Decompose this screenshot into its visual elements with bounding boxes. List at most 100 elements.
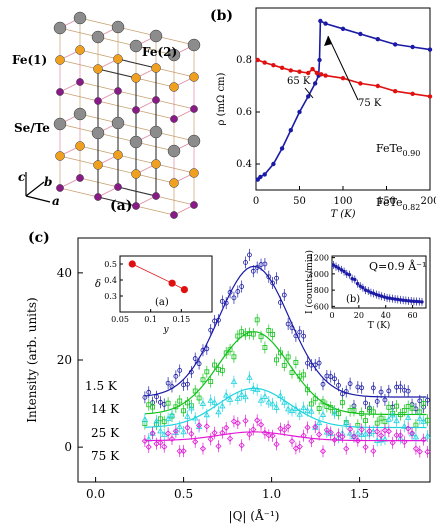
resistivity-chart: 0 50 100 150 200 0.4 0.6 0.8 T (K) ρ (mΩ cm) [216,7,436,220]
x-tick-label: 200 [420,196,436,207]
data-point [164,415,172,422]
data-point [262,60,267,65]
data-point [310,66,315,72]
data-point [340,76,346,81]
data-point [351,408,357,413]
data-point [363,288,368,292]
data-point [184,413,191,419]
data-point [265,432,272,439]
data-point [314,70,320,76]
data-point [350,433,358,440]
data-point [350,277,354,281]
x-tick-label: 0 [329,311,334,320]
data-point [404,298,408,303]
data-point [219,367,225,373]
bond-line [135,173,175,184]
data-point [417,299,421,304]
temp-label-14k: 14 K [91,402,120,416]
data-point [157,399,163,405]
data-point [185,400,190,406]
bond-line [135,77,175,88]
atom-marker [187,38,201,52]
data-point [157,427,164,434]
data-point [296,443,303,450]
axis-letter-b: b [44,175,52,189]
data-point [265,398,272,405]
data-point [168,435,176,443]
atom-marker [114,87,122,95]
data-point [177,398,183,404]
data-point [199,400,207,406]
bond-line [135,205,175,216]
data-point [297,329,303,335]
data-point [243,260,248,265]
atom-marker [152,192,160,200]
y-tick-label: 0.4 [104,276,117,285]
data-point [250,268,256,274]
data-point [288,68,293,73]
y-tick-label: 0.6 [236,107,252,118]
data-point [192,356,198,361]
data-point [188,404,195,411]
data-point [306,94,311,99]
data-point [312,423,319,430]
intensity-chart: 0.0 0.5 1.0 1.5 0 20 40 |Q| (Å⁻¹) Intensity (arb… [25,237,431,523]
x-tick-label: 0.1 [144,315,157,324]
bond-line [79,177,119,188]
data-point [374,420,380,426]
bond-line [135,109,175,120]
data-point [292,445,299,452]
y-axis-label: δ [95,279,101,290]
data-point [238,391,245,398]
data-point [262,172,267,177]
inset-a-label: (a) [155,297,169,308]
data-point [355,281,360,286]
atom-marker [151,159,161,169]
data-point [339,268,344,272]
atom-marker [53,117,67,131]
data-point [146,389,152,395]
data-point [216,317,221,323]
data-point [319,72,324,77]
data-point [141,415,149,422]
data-point [219,298,225,304]
data-point [374,399,380,404]
data-point [273,441,280,448]
data-point [168,279,176,287]
data-point [165,430,172,437]
data-point [293,360,299,365]
bond-line [97,132,137,143]
x-tick-label: 0.15 [172,315,190,324]
x-tick-label: 150 [377,196,396,207]
data-point [390,296,395,301]
data-point [316,406,322,411]
data-point [370,385,376,391]
data-point [331,263,336,267]
temp-label-25k: 25 K [91,426,120,440]
atom-marker [93,160,103,170]
inset-a-chart: 0.05 0.1 0.15 0.3 0.4 0.5 y δ [95,255,213,335]
data-point [347,381,353,387]
data-point [401,408,407,413]
data-point [362,444,369,451]
atom-marker [132,106,140,114]
bond-line [97,36,137,47]
data-point [305,360,310,366]
atom-marker [76,174,84,182]
data-point [261,429,268,436]
atom-marker [190,201,198,209]
axis-arrow-b [25,181,45,197]
bond-line [155,35,195,46]
y-tick-label: 0.4 [236,159,252,170]
data-point [208,379,214,384]
data-point [386,404,392,410]
data-point [398,384,403,390]
x-tick-label: 0 [253,196,259,207]
data-point [177,368,183,373]
bond-line [79,145,119,156]
data-point [410,44,415,50]
bond-line [155,67,195,78]
atom-marker [170,211,178,219]
data-point [358,81,363,86]
data-point [408,430,416,437]
